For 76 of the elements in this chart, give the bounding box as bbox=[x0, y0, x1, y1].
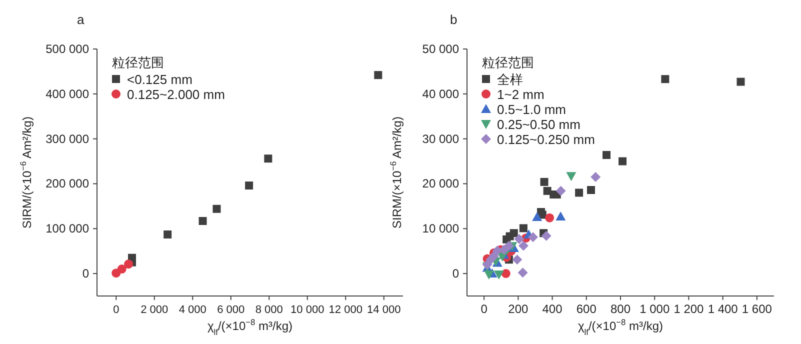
x-tick-label: 1 400 bbox=[708, 302, 738, 316]
y-tick-label: 40 000 bbox=[422, 86, 460, 101]
point bbox=[124, 260, 134, 269]
point bbox=[661, 75, 670, 84]
chart-title: a bbox=[77, 12, 85, 27]
point bbox=[198, 217, 207, 225]
point bbox=[575, 188, 584, 197]
point bbox=[556, 212, 566, 221]
y-tick-label: 50 000 bbox=[422, 42, 460, 56]
point bbox=[117, 264, 126, 274]
point bbox=[264, 154, 272, 163]
x-tick-label: 200 bbox=[508, 302, 528, 316]
chart-title: b bbox=[450, 12, 458, 27]
legend-title: 粒径范围 bbox=[112, 55, 164, 70]
point bbox=[602, 150, 611, 159]
point bbox=[512, 254, 522, 265]
x-tick-label: 400 bbox=[542, 302, 563, 316]
point bbox=[545, 213, 554, 222]
y-tick-label: 200 000 bbox=[46, 176, 90, 191]
x-tick-label: 0 bbox=[113, 304, 120, 316]
x-tick-label: 800 bbox=[610, 302, 631, 316]
x-tick-label: 12 000 bbox=[328, 304, 362, 316]
y-tick-label: 500 000 bbox=[46, 42, 90, 56]
x-axis-title: χ$_{lf}$/(×10$^{−8}$ m³/kg) bbox=[207, 317, 293, 337]
point bbox=[532, 212, 542, 221]
y-tick-label: 0 bbox=[82, 266, 90, 281]
legend-label: 0.25~0.50 mm bbox=[497, 117, 580, 132]
point bbox=[374, 71, 382, 80]
point bbox=[212, 204, 221, 213]
point bbox=[164, 230, 172, 238]
x-tick-label: 2 000 bbox=[140, 304, 168, 316]
x-axis-title: χ$_{lf}$/(×10$^{−8}$ m³/kg) bbox=[578, 317, 664, 337]
point bbox=[484, 270, 494, 280]
point bbox=[528, 232, 538, 242]
x-tick-label: 10 000 bbox=[290, 304, 324, 316]
point bbox=[541, 230, 552, 241]
point bbox=[482, 260, 492, 270]
y-tick-label: 20 000 bbox=[422, 176, 460, 191]
x-tick-label: 4 000 bbox=[178, 304, 206, 316]
legend-label: 0.5~1.0 mm bbox=[497, 102, 566, 117]
y-tick-label: 0 bbox=[452, 266, 460, 281]
point bbox=[501, 269, 510, 278]
legend-label: 1~2 mm bbox=[497, 87, 544, 102]
point bbox=[518, 240, 528, 251]
legend-label: 全样 bbox=[497, 72, 523, 87]
y-tick-label: 300 000 bbox=[46, 132, 90, 146]
point bbox=[499, 244, 510, 255]
point bbox=[618, 157, 627, 166]
x-tick-label: 1 000 bbox=[640, 302, 670, 316]
legend-title: 粒径范围 bbox=[482, 55, 534, 70]
point bbox=[519, 224, 528, 232]
legend-label: <0.125 mm bbox=[127, 72, 192, 87]
legend-label: 0.125~0.250 mm bbox=[497, 132, 595, 147]
x-tick-label: 6 000 bbox=[217, 304, 245, 316]
point bbox=[514, 234, 524, 244]
point bbox=[518, 268, 528, 278]
y-tick-label: 400 000 bbox=[46, 86, 90, 101]
point bbox=[245, 182, 254, 190]
x-tick-label: 1 600 bbox=[742, 302, 772, 316]
x-tick-label: 8 000 bbox=[255, 304, 283, 316]
point bbox=[736, 78, 745, 86]
point bbox=[566, 172, 576, 182]
point bbox=[494, 270, 504, 280]
y-tick-label: 30 000 bbox=[422, 132, 460, 146]
point bbox=[586, 186, 595, 194]
x-tick-label: 600 bbox=[576, 302, 597, 316]
legend-label: 0.125~2.000 mm bbox=[127, 87, 225, 102]
y-tick-label: 10 000 bbox=[422, 222, 460, 236]
point bbox=[504, 240, 514, 251]
x-tick-label: 0 bbox=[480, 302, 488, 316]
point bbox=[590, 172, 601, 182]
x-tick-label: 14 000 bbox=[367, 304, 401, 316]
point bbox=[540, 178, 548, 186]
y-tick-label: 100 000 bbox=[46, 222, 90, 236]
point bbox=[556, 186, 566, 196]
x-tick-label: 1 200 bbox=[674, 302, 704, 316]
